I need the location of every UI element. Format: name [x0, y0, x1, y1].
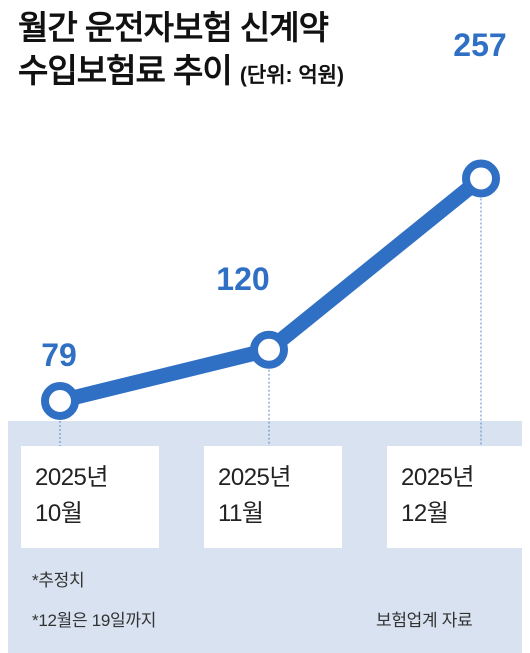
title-line-1: 월간 운전자보험 신계약: [18, 9, 329, 46]
note-estimate: *추정치: [32, 571, 85, 590]
unit-label: (단위: 억원): [239, 64, 344, 87]
title-line-2: 수입보험료 추이: [18, 52, 233, 89]
x-tick-label-2-month: 11월: [218, 500, 264, 527]
data-point-2: [250, 330, 288, 369]
x-tick-label-3-month: 12월: [401, 500, 449, 527]
data-point-1: [41, 382, 79, 420]
x-tick-label-2: 2025년 11월: [204, 446, 342, 548]
x-tick-label-1-year: 2025년: [35, 464, 108, 491]
x-tick-label-1: 2025년 10월: [21, 446, 159, 548]
chart-title: 월간 운전자보험 신계약 수입보험료 추이 (단위: 억원): [18, 6, 344, 97]
title-line-2-row: 수입보험료 추이 (단위: 억원): [18, 49, 344, 97]
data-point-3: [462, 159, 500, 198]
x-tick-label-3-year: 2025년: [401, 464, 474, 491]
x-tick-label-3: 2025년 12월: [387, 446, 525, 548]
source-note: 보험업계 자료: [376, 611, 473, 630]
x-tick-label-1-month: 10월: [35, 500, 83, 527]
data-label-1: 79: [41, 337, 77, 373]
data-label-3: 257: [453, 27, 506, 63]
data-label-2: 120: [216, 261, 269, 297]
x-tick-label-2-year: 2025년: [218, 464, 291, 491]
note-december: *12월은 19일까지: [32, 611, 157, 630]
